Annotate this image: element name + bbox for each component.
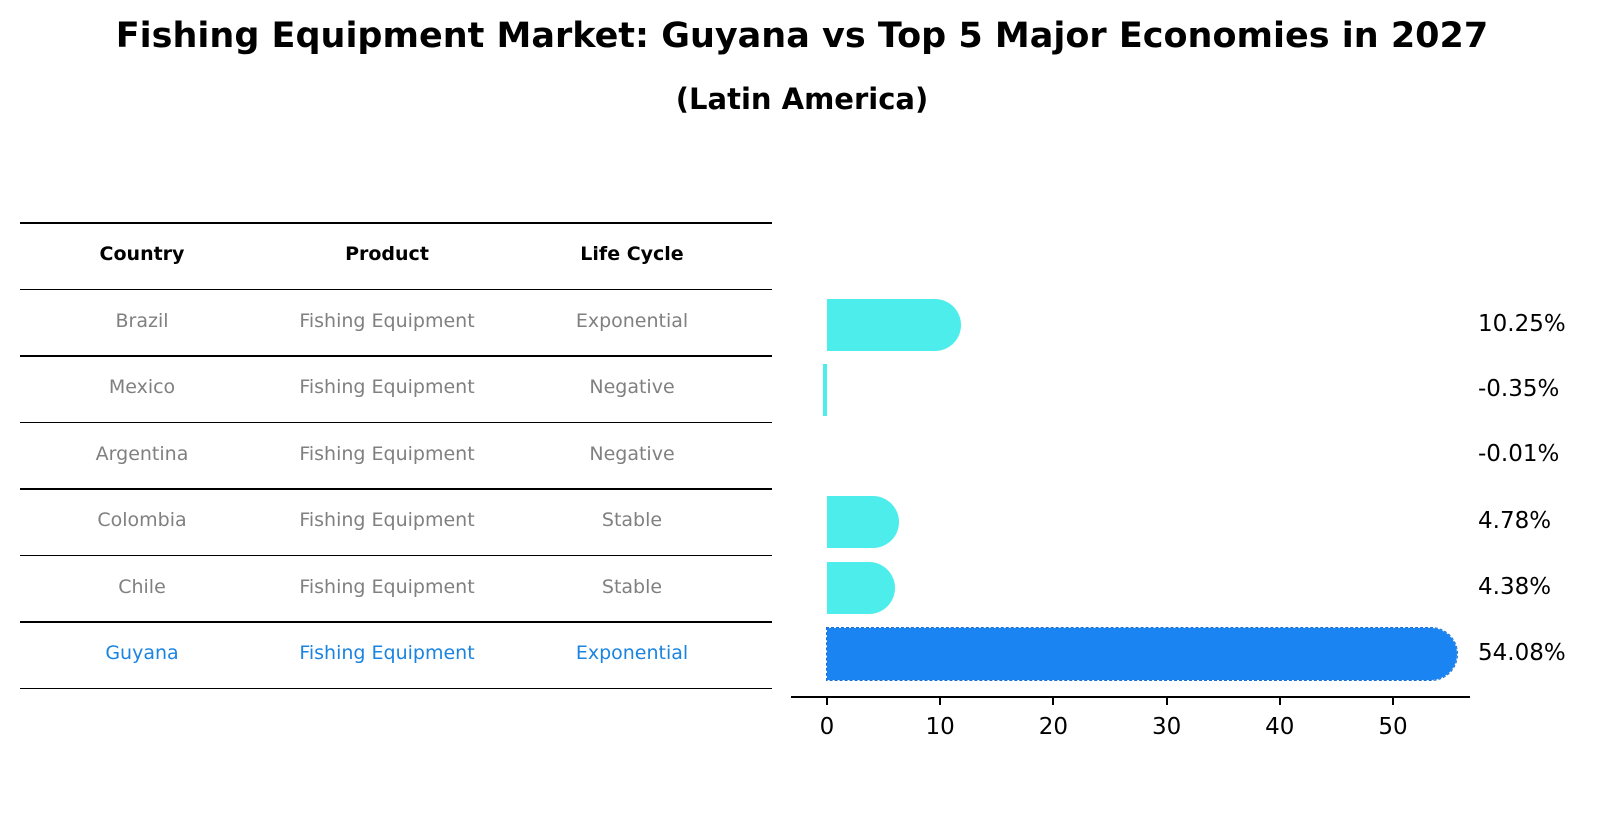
value-label-colombia: 4.78%: [1478, 508, 1552, 534]
x-tick: [1278, 697, 1281, 705]
table-cell-country: Argentina: [95, 442, 189, 465]
value-label-brazil: 10.25%: [1478, 311, 1566, 337]
table-cell-country: Guyana: [105, 642, 179, 665]
value-label-argentina: -0.01%: [1478, 441, 1560, 467]
table-cell-product: Fishing Equipment: [299, 509, 475, 532]
table-cell-life-cycle: Negative: [589, 376, 675, 399]
value-label-chile: 4.38%: [1478, 574, 1552, 600]
bar-chile: [827, 562, 895, 614]
table-cell-country: Brazil: [115, 309, 169, 332]
x-tick: [1165, 697, 1168, 705]
chart-subtitle: (Latin America): [675, 82, 929, 116]
table-cell-country: Chile: [118, 575, 166, 598]
table-cell-product: Fishing Equipment: [299, 376, 475, 399]
table-cell-life-cycle: Negative: [589, 442, 675, 465]
x-tick: [1392, 697, 1394, 705]
bar-mexico: [823, 364, 827, 416]
table-header-country: Country: [99, 243, 185, 266]
table-divider: [20, 488, 772, 490]
table-divider: [20, 554, 772, 556]
table-cell-product: Fishing Equipment: [299, 575, 475, 598]
table-divider: [20, 687, 772, 689]
table-header-product: Product: [345, 243, 429, 266]
x-tick-label: 10: [925, 714, 955, 740]
table-divider: [20, 288, 772, 290]
x-axis-line: [791, 696, 1470, 698]
x-tick: [826, 697, 828, 705]
table-cell-life-cycle: Exponential: [575, 309, 689, 332]
table-header-life-cycle: Life Cycle: [580, 243, 684, 266]
x-tick: [1052, 697, 1055, 705]
table-cell-product: Fishing Equipment: [299, 442, 475, 465]
bar-guyana: [825, 627, 1459, 681]
x-tick-label: 40: [1265, 714, 1295, 740]
table-cell-life-cycle: Stable: [601, 575, 663, 598]
x-tick-label: 0: [819, 714, 835, 740]
table-cell-country: Colombia: [97, 509, 187, 532]
table-divider: [20, 421, 772, 423]
table-cell-product: Fishing Equipment: [299, 642, 475, 665]
value-label-mexico: -0.35%: [1478, 376, 1560, 402]
x-tick-label: 50: [1378, 714, 1408, 740]
table-divider: [20, 222, 772, 224]
bar-colombia: [827, 496, 900, 548]
x-tick: [939, 697, 942, 705]
value-label-guyana: 54.08%: [1478, 640, 1566, 666]
table-divider: [20, 355, 772, 357]
table-cell-life-cycle: Exponential: [575, 642, 689, 665]
table-cell-country: Mexico: [108, 376, 176, 399]
x-tick-label: 30: [1151, 714, 1182, 740]
x-tick-label: 20: [1038, 714, 1069, 740]
chart-title: Fishing Equipment Market: Guyana vs Top …: [115, 16, 1489, 56]
table-cell-life-cycle: Stable: [601, 509, 663, 532]
bar-brazil: [827, 299, 962, 351]
table-cell-product: Fishing Equipment: [299, 309, 475, 332]
table-divider: [20, 621, 772, 623]
